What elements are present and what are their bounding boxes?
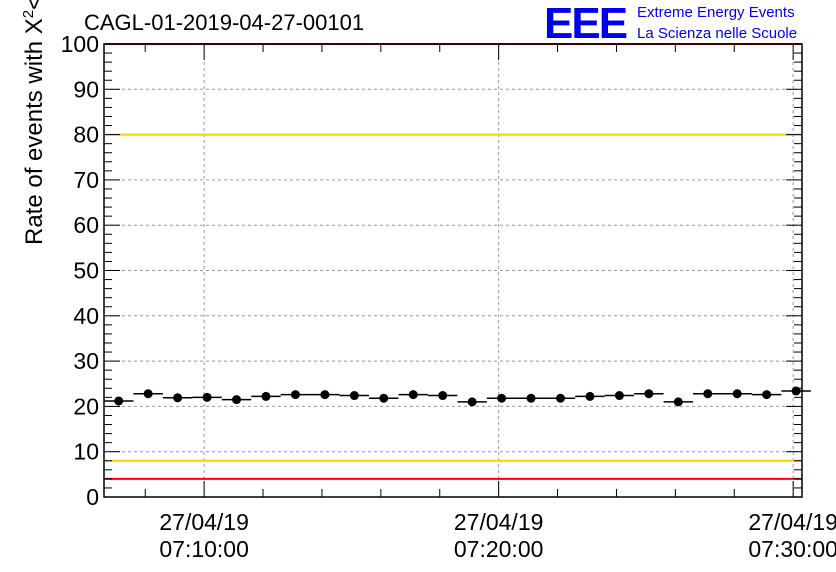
data-point: [320, 390, 330, 400]
y-tick-label: 0: [86, 484, 99, 510]
data-point: [673, 397, 683, 407]
data-point: [703, 389, 713, 399]
y-tick-label: 30: [73, 348, 99, 374]
x-tick-time-label: 07:30:00: [748, 536, 836, 562]
y-label-superscript: 2: [20, 9, 37, 19]
y-tick-label: 20: [73, 393, 99, 419]
x-tick-time-label: 07:10:00: [159, 536, 249, 562]
data-point: [290, 390, 300, 400]
y-tick-label: 60: [73, 212, 99, 238]
reference-lines: [104, 43, 802, 480]
y-tick-label: 70: [73, 167, 99, 193]
logo-line-1: Extreme Energy Events: [637, 4, 795, 21]
y-label-part-2: <10 [Hz]: [21, 0, 48, 10]
data-point: [232, 395, 242, 405]
y-tick-label: 90: [73, 76, 99, 102]
y-tick-label: 80: [73, 122, 99, 148]
x-tick-date-label: 27/04/19: [159, 509, 249, 535]
data-point: [526, 393, 536, 403]
data-point: [114, 396, 124, 406]
y-tick-label: 40: [73, 303, 99, 329]
x-tick-date-label: 27/04/19: [748, 509, 836, 535]
x-tick-date-label: 27/04/19: [454, 509, 544, 535]
data-point: [762, 390, 772, 400]
y-tick-label: 100: [61, 31, 99, 57]
tick-labels: 010203040506070809010027/04/1907:10:0027…: [61, 31, 836, 562]
data-point: [173, 393, 183, 403]
data-point: [614, 391, 624, 401]
data-points: [104, 386, 811, 407]
y-tick-label: 50: [73, 258, 99, 284]
axis-ticks: [104, 43, 802, 498]
data-point: [585, 391, 595, 401]
data-point: [438, 391, 448, 401]
data-point: [408, 390, 418, 400]
data-point: [261, 391, 271, 401]
data-point: [555, 393, 565, 403]
y-label-part-1: Rate of events with X: [21, 18, 48, 245]
y-tick-label: 10: [73, 439, 99, 465]
y-axis-label: Rate of events with X2<10 [Hz]: [20, 0, 49, 245]
data-point: [143, 389, 153, 399]
data-point: [497, 393, 507, 403]
run-title: CAGL-01-2019-04-27-00101: [84, 10, 365, 35]
data-point: [379, 393, 389, 403]
eee-logo: EEE: [544, 0, 628, 48]
grid: [104, 44, 802, 497]
data-point: [349, 391, 359, 401]
logo-line-2: La Scienza nelle Scuole: [637, 25, 798, 42]
data-point: [467, 397, 477, 407]
x-tick-time-label: 07:20:00: [454, 536, 544, 562]
data-point: [644, 389, 654, 399]
data-point: [732, 389, 742, 399]
data-point: [202, 392, 212, 402]
